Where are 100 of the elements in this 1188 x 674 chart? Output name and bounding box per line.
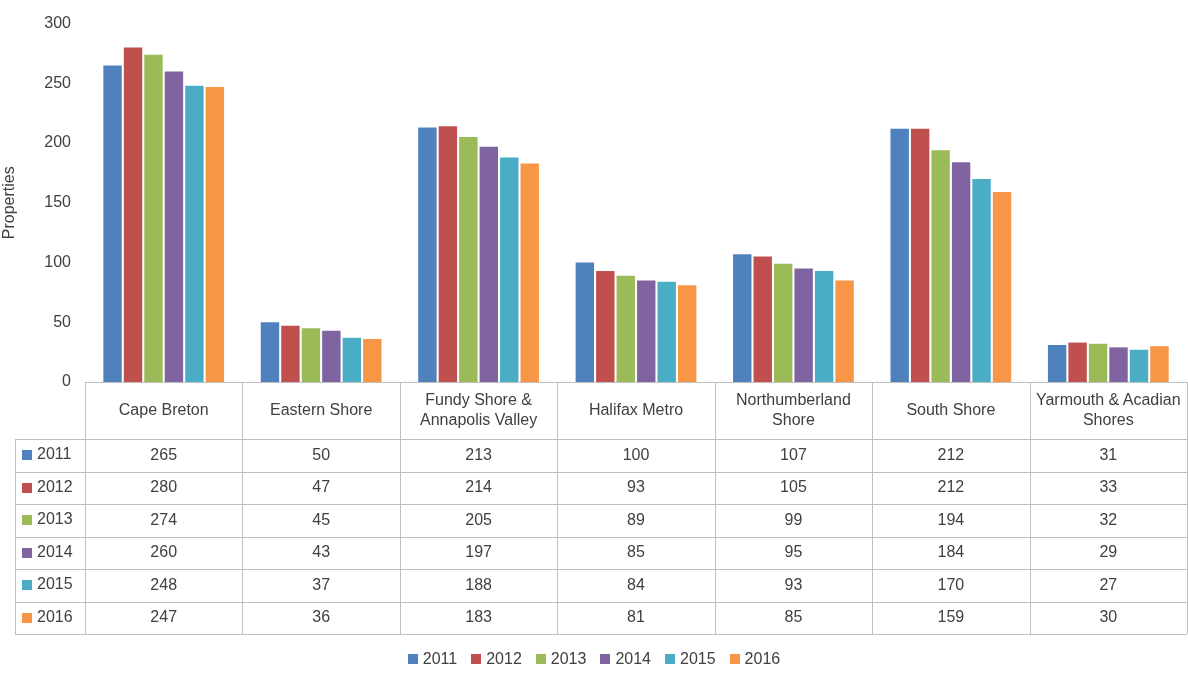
bar <box>342 337 362 382</box>
y-tick-label: 300 <box>44 14 72 32</box>
legend-label: 2012 <box>37 478 73 497</box>
bar <box>363 338 382 382</box>
x-tick-label: Eastern Shore <box>270 400 373 418</box>
bar <box>322 330 341 382</box>
data-label: 32 <box>1099 510 1118 528</box>
data-label: 89 <box>627 510 645 528</box>
bar <box>205 86 225 382</box>
bar <box>123 47 143 382</box>
bar <box>1068 342 1087 382</box>
x-tick-label: South Shore <box>906 400 996 418</box>
data-label: 45 <box>312 510 331 528</box>
y-tick-label: 250 <box>44 73 72 91</box>
bar <box>500 157 519 382</box>
data-label: 85 <box>784 608 803 626</box>
bar <box>814 270 834 382</box>
data-label: 37 <box>312 575 331 593</box>
data-label: 27 <box>1099 575 1118 593</box>
bar <box>890 128 909 382</box>
bar <box>301 328 321 382</box>
data-label: 170 <box>937 575 965 593</box>
bar <box>677 285 697 382</box>
legend-label: 2013 <box>37 510 73 529</box>
x-tick-label: Halifax Metro <box>588 400 684 418</box>
data-label: 93 <box>627 478 645 496</box>
data-label: 33 <box>1099 478 1118 496</box>
data-label: 95 <box>784 543 803 561</box>
data-label: 213 <box>465 445 493 463</box>
x-tick-label: Northumberland Shore <box>736 390 851 428</box>
bar <box>164 71 184 382</box>
bar <box>1047 344 1067 382</box>
bar <box>910 128 930 382</box>
bar <box>657 281 676 382</box>
y-tick-label: 100 <box>44 252 72 270</box>
x-tick-label: Yarmouth & Acadian Shores <box>1035 390 1181 428</box>
bar <box>773 263 793 382</box>
data-label: 183 <box>465 608 493 626</box>
data-label: 248 <box>150 575 178 593</box>
text: 2014 <box>615 650 651 667</box>
bar <box>637 280 656 382</box>
bar <box>616 275 635 382</box>
data-label: 280 <box>150 478 178 496</box>
bar <box>992 192 1012 382</box>
bar <box>185 85 204 382</box>
bar <box>1109 347 1128 382</box>
text: 2015 <box>680 650 716 667</box>
y-tick-label: 0 <box>62 372 72 390</box>
bar <box>459 137 478 382</box>
data-label: 31 <box>1099 445 1118 463</box>
data-label: 184 <box>937 543 965 561</box>
data-label: 50 <box>312 445 331 463</box>
bar <box>575 262 595 382</box>
data-label: 85 <box>627 543 645 561</box>
data-label: 43 <box>312 543 331 561</box>
data-label: 265 <box>150 445 178 463</box>
data-label: 212 <box>937 445 965 463</box>
data-label: 205 <box>465 510 493 528</box>
data-label: 214 <box>465 478 493 496</box>
legend-label: 2016 <box>37 608 73 627</box>
bar <box>596 270 615 382</box>
y-tick-label: 200 <box>44 133 72 151</box>
bar <box>753 256 772 382</box>
data-label: 188 <box>465 575 493 593</box>
bar <box>931 150 950 382</box>
legend-label: 2011 <box>37 445 72 464</box>
data-label: 212 <box>937 478 965 496</box>
bar <box>438 126 458 382</box>
bar <box>260 322 280 382</box>
data-label: 107 <box>780 445 807 463</box>
bar <box>972 178 991 382</box>
y-tick-label: 50 <box>53 312 72 330</box>
bar <box>1088 343 1108 382</box>
text: 2016 <box>744 650 781 667</box>
bar <box>103 65 122 382</box>
data-label: 29 <box>1099 543 1118 561</box>
data-label: 84 <box>627 575 645 593</box>
bar <box>281 325 300 382</box>
data-label: 247 <box>150 608 178 626</box>
data-label: 81 <box>627 608 645 626</box>
legend-label: 2014 <box>37 543 73 562</box>
y-axis-title: Properties <box>0 166 18 240</box>
data-label: 194 <box>937 510 965 528</box>
bar <box>144 54 163 382</box>
text: 2013 <box>550 650 587 667</box>
text: 2012 <box>486 650 522 667</box>
bar <box>733 254 752 382</box>
data-label: 99 <box>784 510 803 528</box>
bar <box>1150 346 1169 382</box>
bar <box>835 280 854 382</box>
data-label: 93 <box>784 575 803 593</box>
legend-label: 2015 <box>37 575 73 594</box>
data-label: 30 <box>1099 608 1118 626</box>
y-tick-label: 150 <box>44 193 72 211</box>
data-label: 36 <box>312 608 331 626</box>
data-label: 197 <box>465 543 493 561</box>
data-label: 159 <box>937 608 965 626</box>
bar <box>951 162 971 382</box>
data-label: 260 <box>150 543 178 561</box>
data-label: 274 <box>150 510 178 528</box>
